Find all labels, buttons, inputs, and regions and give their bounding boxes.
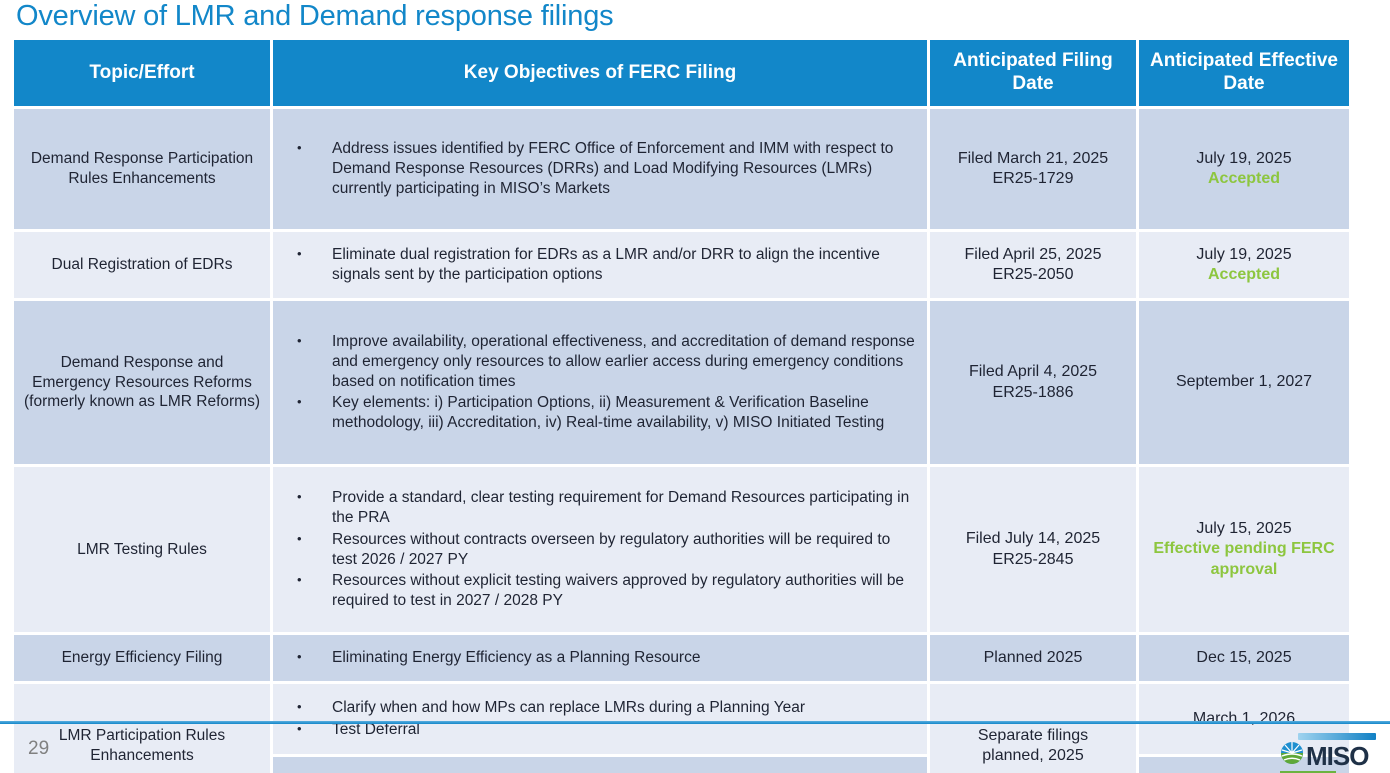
bullet-icon: • [297, 572, 302, 588]
logo-wordmark: MISO [1306, 740, 1369, 771]
objective-text: Eliminating Energy Efficiency as a Plann… [332, 649, 701, 667]
bullet-icon: • [297, 649, 302, 665]
filing-date-cell: Separate filings planned, 2025 [930, 684, 1136, 773]
filing-date-line: Filed April 25, 2025 [964, 245, 1102, 263]
table-row: Dual Registration of EDRs • Eliminate dua… [14, 232, 1349, 298]
bullet-icon: • [297, 721, 302, 736]
effective-date-cell: July 15, 2025 Effective pending FERC app… [1139, 467, 1349, 632]
objectives-cell: •Update non-performance penalties [273, 757, 927, 773]
objectives-cell: • Provide a standard, clear testing requi… [273, 467, 927, 632]
filing-date-line: Filed March 21, 2025 [957, 149, 1109, 167]
objective-text: Key elements: i) Participation Options, … [332, 394, 885, 432]
effective-date: September 1, 2027 [1175, 373, 1313, 391]
table-row: Energy Efficiency Filing • Eliminating En… [14, 635, 1349, 681]
filing-date-line: Filed April 4, 2025 [968, 363, 1098, 381]
effective-date-cell: July 19, 2025 Accepted [1139, 232, 1349, 298]
docket-number: ER25-1886 [992, 383, 1074, 401]
objectives-cell: • Eliminate dual registration for EDRs as… [273, 232, 927, 298]
docket-number: ER25-2845 [992, 550, 1074, 568]
column-header-topic: Topic/Effort [14, 40, 270, 106]
objective-text: Improve availability, operational effect… [332, 332, 915, 390]
column-header-filing-date: Anticipated Filing Date [930, 40, 1136, 106]
objectives-cell: • Eliminating Energy Efficiency as a Plan… [273, 635, 927, 681]
table-row: LMR Participation Rules Enhancements • Cl… [14, 684, 1349, 773]
table-row: LMR Testing Rules • Provide a standard, c… [14, 467, 1349, 632]
docket-number: ER25-1729 [992, 170, 1074, 187]
filings-table-wrap: Topic/Effort Key Objectives of FERC Fili… [11, 37, 1352, 773]
footer-divider [0, 721, 1390, 724]
bullet-icon: • [297, 394, 302, 410]
docket-number: ER25-2050 [992, 266, 1074, 283]
table-row: Demand Response Participation Rules Enha… [14, 109, 1349, 229]
column-header-effective-date: Anticipated Effective Date [1139, 40, 1349, 106]
objective-text: Resources without explicit testing waive… [332, 572, 905, 610]
objective-item: • Resources without explicit testing waiv… [273, 571, 915, 611]
bullet-icon: • [297, 699, 302, 715]
objective-text: Clarify when and how MPs can replace LMR… [332, 699, 806, 717]
objectives-cell: • Clarify when and how MPs can replace LM… [273, 684, 927, 754]
objective-item: • Eliminate dual registration for EDRs as… [273, 245, 915, 285]
objective-text: Eliminate dual registration for EDRs as … [332, 246, 880, 283]
objective-text: Address issues identified by FERC Office… [332, 140, 894, 197]
filing-date-cell: Filed April 25, 2025 ER25-2050 [930, 232, 1136, 298]
objective-item: • Address issues identified by FERC Offic… [273, 139, 915, 198]
filing-date-line: Planned 2025 [983, 648, 1083, 666]
objective-item: • Key elements: i) Participation Options,… [273, 393, 915, 433]
column-header-objectives: Key Objectives of FERC Filing [273, 40, 927, 106]
effective-date: March 1, 2026 [1192, 709, 1296, 727]
bullet-icon: • [297, 140, 302, 156]
filing-date-line: planned, 2025 [982, 747, 1084, 764]
objective-text: Provide a standard, clear testing requir… [332, 489, 910, 526]
objective-item: • Test Deferral [273, 720, 915, 740]
bullet-icon: • [297, 246, 302, 262]
effective-date-cell: July 19, 2025 Accepted [1139, 109, 1349, 229]
effective-date-cell: Dec 15, 2025 [1139, 635, 1349, 681]
filing-date-cell: Filed July 14, 2025 ER25-2845 [930, 467, 1136, 632]
status-badge: Accepted [1207, 170, 1281, 187]
bullet-icon: • [297, 332, 302, 348]
objective-text: Resources without contracts overseen by … [332, 530, 891, 568]
topic-cell: LMR Participation Rules Enhancements [14, 684, 270, 773]
objective-item: • Provide a standard, clear testing requi… [273, 488, 915, 528]
effective-date: Dec 15, 2025 [1196, 648, 1292, 666]
topic-cell: Energy Efficiency Filing [14, 635, 270, 681]
filing-date-line: Separate filings [977, 726, 1089, 744]
miso-globe-icon [1280, 741, 1304, 770]
topic-cell: Demand Response Participation Rules Enha… [14, 109, 270, 229]
effective-date: July 19, 2025 [1196, 149, 1292, 167]
miso-logo: MISO [1280, 733, 1376, 773]
filing-date-cell: Filed March 21, 2025 ER25-1729 [930, 109, 1136, 229]
filing-date-line: Filed July 14, 2025 [965, 530, 1101, 548]
effective-date: July 19, 2025 [1196, 245, 1292, 263]
table-header-row: Topic/Effort Key Objectives of FERC Fili… [14, 40, 1349, 106]
effective-date: July 15, 2025 [1196, 519, 1292, 537]
logo-top-bar [1298, 733, 1376, 740]
objectives-cell: • Address issues identified by FERC Offic… [273, 109, 927, 229]
filing-date-cell: Planned 2025 [930, 635, 1136, 681]
objective-item: • Clarify when and how MPs can replace LM… [273, 698, 915, 718]
bullet-icon: • [297, 489, 302, 505]
topic-cell: Dual Registration of EDRs [14, 232, 270, 298]
status-badge: Effective pending FERC approval [1153, 540, 1335, 578]
objective-item: • Improve availability, operational effec… [273, 332, 915, 391]
filing-date-cell: Filed April 4, 2025 ER25-1886 [930, 301, 1136, 464]
topic-cell: Demand Response and Emergency Resources … [14, 301, 270, 464]
objectives-cell: • Improve availability, operational effec… [273, 301, 927, 464]
effective-date-cell: March 1, 2026 [1139, 684, 1349, 754]
topic-cell: LMR Testing Rules [14, 467, 270, 632]
status-badge: Accepted [1207, 266, 1281, 283]
page-number: 29 [28, 738, 50, 759]
table-row: Demand Response and Emergency Resources … [14, 301, 1349, 464]
bullet-icon: • [297, 530, 302, 546]
effective-date-cell: September 1, 2027 [1139, 301, 1349, 464]
objective-text: Test Deferral [332, 721, 420, 738]
logo-bottom-bar [1280, 771, 1336, 773]
objective-item: • Resources without contracts overseen by… [273, 530, 915, 570]
objective-item: • Eliminating Energy Efficiency as a Plan… [273, 648, 915, 668]
filings-table: Topic/Effort Key Objectives of FERC Fili… [11, 37, 1352, 773]
page-title: Overview of LMR and Demand response fili… [16, 0, 614, 32]
